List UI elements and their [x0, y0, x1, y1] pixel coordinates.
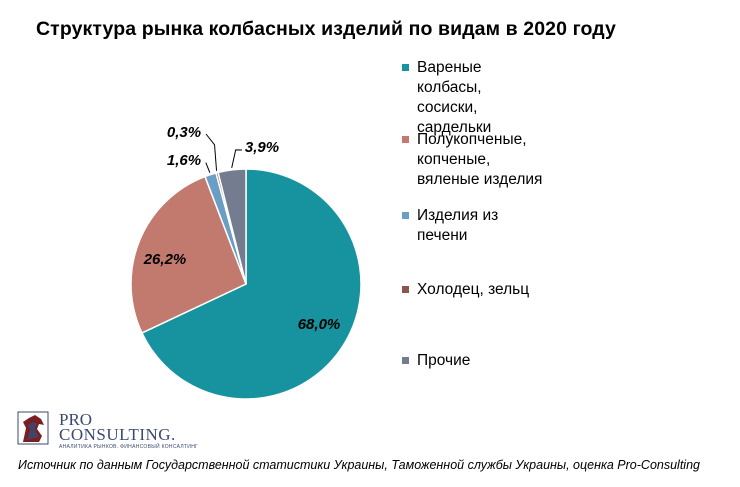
leader-line: [205, 133, 218, 171]
source-note: Источник по данным Государственной стати…: [18, 458, 700, 472]
leader-line: [205, 162, 211, 173]
legend-item-smoked: Полукопченые, копченые, вяленые изделия: [402, 130, 542, 190]
horse-logo-icon: [17, 411, 49, 445]
data-label: 0,3%: [167, 124, 201, 141]
slice-boiled: [140, 168, 362, 400]
slice-smoked: [130, 175, 247, 334]
legend-item-other: Прочие: [402, 351, 470, 371]
data-label: 3,9%: [245, 139, 279, 156]
legend-item-jelly: Холодец, зельц: [402, 280, 529, 300]
legend-label: Холодец, зельц: [417, 281, 530, 298]
legend-label: Вареные колбасы, сосиски, сардельки: [417, 59, 492, 136]
logo-text-pro: PRO: [59, 410, 93, 429]
legend-item-boiled: Вареные колбасы, сосиски, сардельки: [402, 58, 491, 138]
legend-swatch: [402, 64, 409, 71]
legend-swatch: [402, 286, 409, 293]
leader-line: [231, 149, 243, 168]
data-label: 68,0%: [298, 316, 341, 333]
legend-swatch: [402, 357, 409, 364]
legend-swatch: [402, 136, 409, 143]
logo-text-consulting: CONSULTING.: [59, 425, 176, 444]
data-label: 26,2%: [143, 251, 187, 268]
legend-item-liver: Изделия из печени: [402, 206, 498, 246]
chart-title: Структура рынка колбасных изделий по вид…: [36, 18, 616, 40]
slice-other: [217, 168, 247, 285]
legend-label: Прочие: [417, 352, 471, 369]
data-label: 1,6%: [167, 152, 201, 169]
legend-swatch: [402, 212, 409, 219]
logo-tagline: АНАЛИТИКА РЫНКОВ. ФИНАНСОВЫЙ КОНСАЛТИНГ: [59, 444, 199, 450]
legend-label: Полукопченые, копченые, вяленые изделия: [417, 131, 543, 188]
legend-label: Изделия из печени: [417, 207, 499, 244]
pro-consulting-logo: PRO CONSULTING. АНАЛИТИКА РЫНКОВ. ФИНАНС…: [17, 410, 217, 450]
